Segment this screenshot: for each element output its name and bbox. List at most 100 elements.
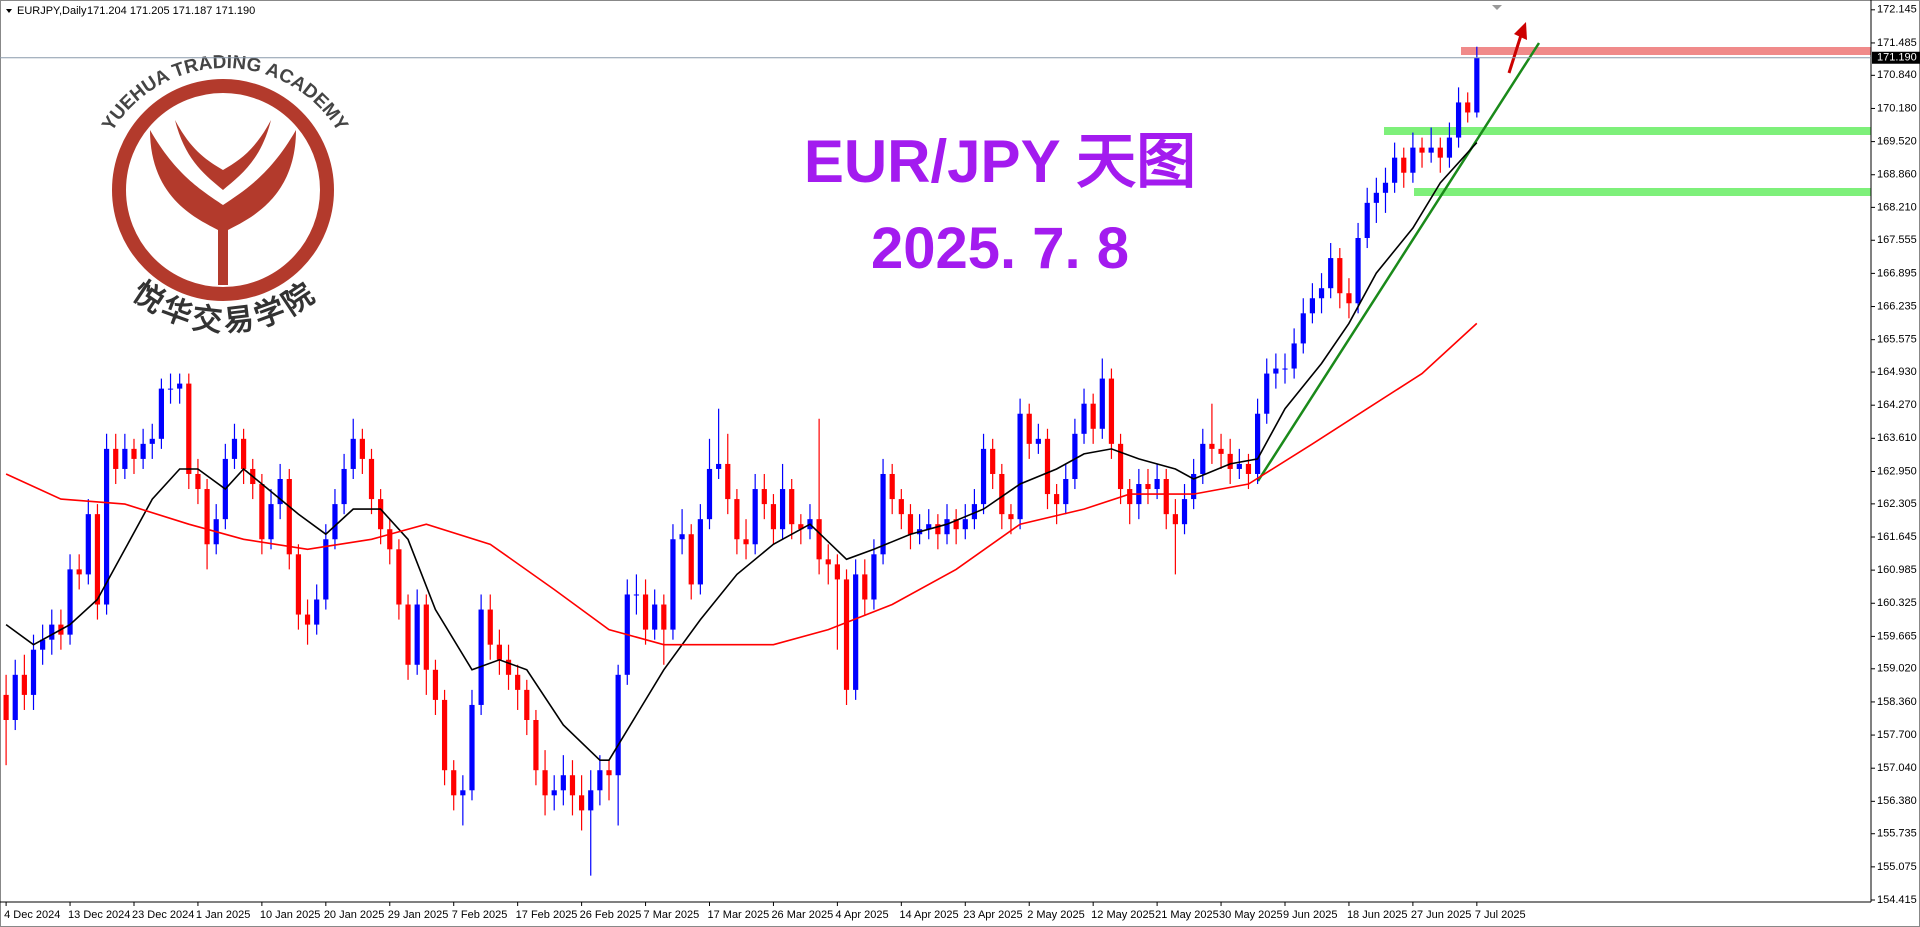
y-tick-label: 160.325 bbox=[1877, 597, 1917, 609]
candle-body bbox=[1318, 288, 1325, 299]
candle-body bbox=[588, 790, 594, 811]
candle-body bbox=[460, 790, 466, 796]
candle-body bbox=[1282, 368, 1288, 370]
candle-body bbox=[661, 604, 667, 630]
header-icon bbox=[6, 9, 12, 13]
candle-body bbox=[505, 659, 512, 675]
candle-body bbox=[990, 448, 996, 474]
y-tick-label: 163.610 bbox=[1877, 432, 1917, 444]
candle-body bbox=[323, 539, 329, 600]
x-tick-label: 2 May 2025 bbox=[1027, 909, 1084, 921]
candle-body bbox=[113, 448, 119, 469]
candle-body bbox=[12, 674, 18, 721]
candle-body bbox=[752, 489, 758, 545]
y-tick-label: 166.235 bbox=[1877, 300, 1917, 312]
candle-body bbox=[405, 604, 411, 665]
candle-body bbox=[496, 644, 502, 660]
candle-body bbox=[770, 504, 777, 530]
candle-body bbox=[1273, 368, 1279, 374]
candle-body bbox=[853, 574, 859, 690]
candle-body bbox=[1419, 147, 1425, 153]
candle-body bbox=[1044, 438, 1051, 495]
candle-body bbox=[716, 463, 722, 469]
candle-body bbox=[962, 519, 968, 530]
candle-body bbox=[926, 524, 932, 530]
x-tick-label: 29 Jan 2025 bbox=[388, 909, 449, 921]
candle-body bbox=[94, 514, 101, 605]
candle-body bbox=[414, 604, 420, 665]
candle-body bbox=[1355, 237, 1361, 304]
x-tick-label: 12 May 2025 bbox=[1091, 909, 1155, 921]
candle-body bbox=[432, 669, 439, 700]
candle-body bbox=[1392, 157, 1398, 183]
y-tick-label: 157.700 bbox=[1877, 729, 1917, 741]
candle-body bbox=[615, 674, 621, 776]
y-tick-label: 159.665 bbox=[1877, 630, 1917, 642]
candle-body bbox=[1172, 514, 1178, 525]
candle-body bbox=[332, 504, 338, 540]
candle-body bbox=[1337, 258, 1343, 294]
candle-body bbox=[1127, 489, 1133, 505]
candle-body bbox=[140, 443, 146, 459]
candle-body bbox=[1181, 499, 1188, 525]
candle-body bbox=[469, 704, 475, 791]
candle-body bbox=[542, 770, 548, 796]
y-tick-label: 157.040 bbox=[1877, 762, 1917, 774]
candles bbox=[3, 46, 1480, 876]
y-tick-label: 159.020 bbox=[1877, 663, 1917, 675]
candle-body bbox=[898, 499, 904, 515]
candle-body bbox=[387, 529, 393, 550]
candle-body bbox=[314, 599, 320, 625]
x-tick-label: 13 Dec 2024 bbox=[68, 909, 130, 921]
x-tick-label: 17 Feb 2025 bbox=[516, 909, 578, 921]
candle-body bbox=[679, 534, 685, 540]
y-tick-label: 168.210 bbox=[1877, 201, 1917, 213]
candle-body bbox=[487, 609, 493, 645]
candle-body bbox=[378, 499, 384, 530]
x-tick-label: 26 Feb 2025 bbox=[580, 909, 642, 921]
y-tick-label: 167.555 bbox=[1877, 234, 1917, 246]
candle-body bbox=[953, 519, 959, 530]
candle-body bbox=[85, 514, 91, 575]
x-tick-label: 9 Jun 2025 bbox=[1283, 909, 1337, 921]
candle-body bbox=[204, 489, 210, 545]
candle-body bbox=[3, 694, 9, 721]
candle-body bbox=[1163, 479, 1169, 515]
candle-body bbox=[579, 795, 585, 811]
candle-body bbox=[1291, 343, 1297, 369]
y-tick-label: 164.270 bbox=[1877, 399, 1917, 411]
candle-body bbox=[1410, 147, 1416, 173]
candle-body bbox=[1401, 157, 1407, 173]
candle-body bbox=[76, 569, 82, 575]
candle-body bbox=[195, 473, 201, 490]
candle-body bbox=[1035, 438, 1041, 444]
chart-subtitle: 2025. 7. 8 bbox=[871, 216, 1129, 281]
candle-body bbox=[725, 463, 731, 500]
candle-body bbox=[871, 554, 877, 600]
candle-body bbox=[515, 674, 521, 690]
y-tick-label: 154.415 bbox=[1877, 894, 1917, 906]
y-tick-label: 168.860 bbox=[1877, 169, 1917, 181]
candle-body bbox=[670, 539, 676, 630]
candle-body bbox=[1236, 463, 1242, 469]
candle-body bbox=[1254, 413, 1261, 474]
candle-body bbox=[1200, 443, 1206, 474]
logo-mark bbox=[175, 120, 271, 190]
candle-body bbox=[1373, 192, 1379, 203]
candle-body bbox=[167, 388, 174, 390]
candle-body bbox=[177, 383, 183, 389]
y-tick-label: 155.075 bbox=[1877, 861, 1917, 873]
candle-body bbox=[1072, 433, 1078, 480]
candle-body bbox=[935, 524, 941, 535]
candle-body bbox=[359, 438, 365, 459]
candle-body bbox=[231, 438, 238, 459]
symbol: EURJPY,Daily bbox=[17, 5, 87, 17]
candle-body bbox=[524, 689, 530, 721]
x-tick-label: 7 Mar 2025 bbox=[644, 909, 700, 921]
trend-line bbox=[1256, 42, 1541, 482]
candle-body bbox=[597, 770, 603, 791]
y-tick-label: 162.950 bbox=[1877, 465, 1917, 477]
candle-body bbox=[798, 524, 804, 530]
support-zone bbox=[1414, 188, 1871, 196]
